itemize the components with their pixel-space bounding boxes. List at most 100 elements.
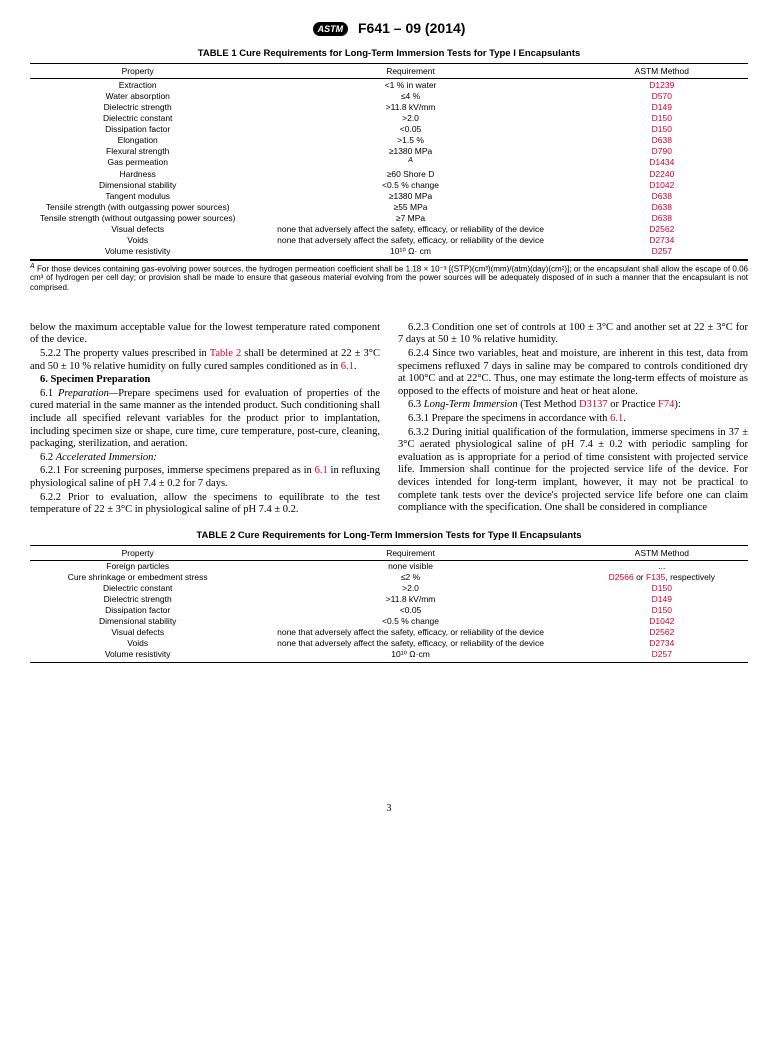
astm-method-link[interactable]: D2734 — [649, 235, 674, 245]
link-f74[interactable]: F74 — [658, 399, 674, 410]
method-cell: D638 — [576, 134, 748, 145]
para-5-continuation: below the maximum acceptable value for t… — [30, 322, 380, 347]
astm-method-link[interactable]: D790 — [652, 146, 672, 156]
table-row: Dimensional stability<0.5 % change D1042 — [30, 179, 748, 190]
property-cell: Dielectric strength — [30, 101, 245, 112]
property-cell: Cure shrinkage or embedment stress — [30, 572, 245, 583]
para-6-3-1: 6.3.1 Prepare the specimens in accordanc… — [398, 413, 748, 426]
requirement-cell: <1 % in water — [245, 79, 575, 91]
method-cell: D638 — [576, 201, 748, 212]
table1-footnote: A For those devices containing gas-evolv… — [30, 260, 748, 292]
astm-logo: ASTM — [313, 22, 349, 36]
requirement-cell: none that adversely affect the safety, e… — [245, 223, 575, 234]
astm-method-link[interactable]: D150 — [652, 605, 672, 615]
link-6-1-c[interactable]: 6.1 — [610, 413, 623, 424]
para-6-2-1: 6.2.1 For screening purposes, immerse sp… — [30, 465, 380, 490]
table-row: Dielectric constant>2.0D150 — [30, 112, 748, 123]
astm-method-link[interactable]: D638 — [652, 191, 672, 201]
table-row: Extraction<1 % in waterD1239 — [30, 79, 748, 91]
property-cell: Volume resistivity — [30, 245, 245, 259]
astm-method-link[interactable]: D638 — [652, 135, 672, 145]
table-row: Elongation>1.5 %D638 — [30, 134, 748, 145]
link-6-1-b[interactable]: 6.1 — [315, 465, 328, 476]
table2-title: TABLE 2 Cure Requirements for Long-Term … — [30, 530, 748, 541]
astm-method-link[interactable]: D570 — [652, 91, 672, 101]
method-cell: D149 — [576, 594, 748, 605]
requirement-cell: ≥55 MPa — [245, 201, 575, 212]
method-cell: D2566 or F135, respectively — [576, 572, 748, 583]
heading-6: 6. Specimen Preparation — [30, 374, 380, 387]
link-6-1[interactable]: 6.1 — [341, 361, 354, 372]
requirement-cell: >11.8 kV/mm — [245, 101, 575, 112]
requirement-cell: <0.5 % change — [245, 616, 575, 627]
para-6-2-3: 6.2.3 Condition one set of controls at 1… — [398, 322, 748, 347]
astm-method-link[interactable]: D1434 — [649, 157, 674, 167]
link-table2[interactable]: Table 2 — [210, 348, 242, 359]
property-cell: Tensile strength (with outgassing power … — [30, 201, 245, 212]
property-cell: Dielectric constant — [30, 583, 245, 594]
property-cell: Tensile strength (without outgassing pow… — [30, 212, 245, 223]
astm-method-link[interactable]: D257 — [652, 649, 672, 659]
method-cell: D150 — [576, 123, 748, 134]
para-6-2-4: 6.2.4 Since two variables, heat and mois… — [398, 348, 748, 398]
property-cell: Water absorption — [30, 90, 245, 101]
method-cell: D257 — [576, 649, 748, 663]
astm-method-link[interactable]: D150 — [652, 124, 672, 134]
astm-method-link[interactable]: D149 — [652, 102, 672, 112]
link-d3137[interactable]: D3137 — [579, 399, 608, 410]
requirement-cell: ≥7 MPa — [245, 212, 575, 223]
method-cell: D2240 — [576, 168, 748, 179]
astm-method-link[interactable]: D1042 — [649, 180, 674, 190]
table-row: Visual defectsnone that adversely affect… — [30, 223, 748, 234]
page-number: 3 — [30, 803, 748, 814]
method-cell: D257 — [576, 245, 748, 259]
method-cell: D570 — [576, 90, 748, 101]
requirement-cell: 10¹⁰ Ω·cm — [245, 649, 575, 663]
table-row: Tensile strength (with outgassing power … — [30, 201, 748, 212]
requirement-cell: none that adversely affect the safety, e… — [245, 234, 575, 245]
astm-method-link[interactable]: D2240 — [649, 169, 674, 179]
property-cell: Dissipation factor — [30, 123, 245, 134]
method-cell: D638 — [576, 190, 748, 201]
table-row: Voidsnone that adversely affect the safe… — [30, 234, 748, 245]
table1-title: TABLE 1 Cure Requirements for Long-Term … — [30, 48, 748, 59]
property-cell: Dimensional stability — [30, 179, 245, 190]
property-cell: Volume resistivity — [30, 649, 245, 663]
property-cell: Foreign particles — [30, 560, 245, 572]
method-cell: D2734 — [576, 234, 748, 245]
table1-header-property: Property — [30, 64, 245, 79]
requirement-cell: <0.05 — [245, 605, 575, 616]
requirement-cell: ≤4 % — [245, 90, 575, 101]
table1-header-method: ASTM Method — [576, 64, 748, 79]
requirement-cell: <0.5 % change — [245, 179, 575, 190]
astm-method-link[interactable]: D150 — [652, 113, 672, 123]
method-cell: D1434 — [576, 156, 748, 168]
requirement-cell: A — [245, 156, 575, 168]
astm-method-link[interactable]: D149 — [652, 594, 672, 604]
property-cell: Flexural strength — [30, 145, 245, 156]
astm-method-link[interactable]: D1239 — [649, 80, 674, 90]
astm-method-link[interactable]: D638 — [652, 213, 672, 223]
table-row: Visual defectsnone that adversely affect… — [30, 627, 748, 638]
astm-method-link[interactable]: D1042 — [649, 616, 674, 626]
method-cell: D638 — [576, 212, 748, 223]
astm-method-link[interactable]: D2562 — [649, 224, 674, 234]
table-row: Volume resistivity10¹⁰ Ω·cm D257 — [30, 649, 748, 663]
astm-method-link[interactable]: D257 — [652, 246, 672, 256]
astm-method-link[interactable]: D150 — [652, 583, 672, 593]
body-columns: below the maximum acceptable value for t… — [30, 322, 748, 518]
method-cell: D2562 — [576, 627, 748, 638]
astm-method-link[interactable]: D2562 — [649, 627, 674, 637]
method-cell: D1239 — [576, 79, 748, 91]
requirement-cell: ≥1380 MPa — [245, 145, 575, 156]
designation: F641 – 09 (2014) — [358, 20, 465, 36]
right-column: 6.2.3 Condition one set of controls at 1… — [398, 322, 748, 518]
table2: Property Requirement ASTM Method Foreign… — [30, 545, 748, 664]
para-5-2-2: 5.2.2 The property values prescribed in … — [30, 348, 380, 373]
property-cell: Dissipation factor — [30, 605, 245, 616]
astm-method-link[interactable]: D2734 — [649, 638, 674, 648]
table-row: Dielectric constant>2.0D150 — [30, 583, 748, 594]
astm-method-link[interactable]: D638 — [652, 202, 672, 212]
table-row: Flexural strength≥1380 MPa D790 — [30, 145, 748, 156]
property-cell: Voids — [30, 638, 245, 649]
